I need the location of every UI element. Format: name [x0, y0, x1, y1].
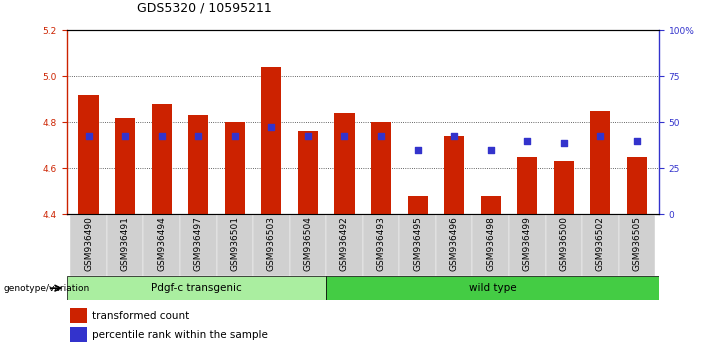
Point	[595, 133, 606, 139]
Text: GSM936495: GSM936495	[413, 216, 422, 271]
Bar	[290, 214, 326, 276]
Text: transformed count: transformed count	[92, 310, 189, 321]
Point	[485, 147, 496, 153]
Text: percentile rank within the sample: percentile rank within the sample	[92, 330, 268, 340]
Bar	[363, 214, 400, 276]
Point	[193, 133, 204, 139]
Bar	[371, 122, 391, 214]
Bar	[590, 111, 611, 214]
Bar	[70, 214, 107, 276]
Text: GSM936501: GSM936501	[231, 216, 239, 271]
Bar	[509, 214, 545, 276]
Bar	[472, 214, 509, 276]
Text: GSM936504: GSM936504	[304, 216, 313, 271]
Text: GSM936502: GSM936502	[596, 216, 605, 271]
Text: genotype/variation: genotype/variation	[4, 284, 90, 293]
Bar	[115, 118, 135, 214]
Text: GDS5320 / 10595211: GDS5320 / 10595211	[137, 1, 271, 14]
Text: GSM936492: GSM936492	[340, 216, 349, 271]
Bar	[70, 327, 87, 342]
Point	[412, 147, 423, 153]
Point	[632, 138, 643, 143]
Text: GSM936503: GSM936503	[267, 216, 276, 271]
Bar	[444, 136, 464, 214]
Bar	[225, 122, 245, 214]
Point	[302, 133, 313, 139]
Text: GSM936490: GSM936490	[84, 216, 93, 271]
Bar	[67, 276, 326, 300]
Text: GSM936497: GSM936497	[193, 216, 203, 271]
Point	[376, 133, 387, 139]
Point	[83, 133, 94, 139]
Bar	[582, 214, 619, 276]
Text: wild type: wild type	[468, 283, 516, 293]
Text: GSM936496: GSM936496	[449, 216, 458, 271]
Bar	[70, 308, 87, 323]
Bar	[407, 196, 428, 214]
Text: GSM936499: GSM936499	[523, 216, 532, 271]
Text: Pdgf-c transgenic: Pdgf-c transgenic	[151, 283, 242, 293]
Bar	[619, 214, 655, 276]
Bar	[253, 214, 290, 276]
Bar	[545, 214, 582, 276]
Text: GSM936493: GSM936493	[376, 216, 386, 271]
Bar	[298, 131, 318, 214]
Bar	[217, 214, 253, 276]
Bar	[481, 196, 501, 214]
Bar	[627, 157, 647, 214]
Text: GSM936491: GSM936491	[121, 216, 130, 271]
Bar	[554, 161, 574, 214]
Point	[229, 133, 240, 139]
Bar	[180, 214, 217, 276]
Bar	[144, 214, 180, 276]
Bar	[261, 67, 281, 214]
Text: GSM936498: GSM936498	[486, 216, 495, 271]
Text: GSM936494: GSM936494	[157, 216, 166, 271]
Bar	[326, 276, 659, 300]
Bar	[107, 214, 144, 276]
Text: GSM936500: GSM936500	[559, 216, 569, 271]
Point	[156, 133, 168, 139]
Bar	[79, 95, 99, 214]
Bar	[517, 157, 538, 214]
Bar	[326, 214, 363, 276]
Point	[339, 133, 350, 139]
Point	[558, 140, 569, 146]
Text: GSM936505: GSM936505	[632, 216, 641, 271]
Point	[266, 124, 277, 130]
Bar	[400, 214, 436, 276]
Bar	[436, 214, 472, 276]
Point	[449, 133, 460, 139]
Bar	[188, 115, 208, 214]
Bar	[151, 104, 172, 214]
Bar	[334, 113, 355, 214]
Point	[522, 138, 533, 143]
Point	[119, 133, 130, 139]
